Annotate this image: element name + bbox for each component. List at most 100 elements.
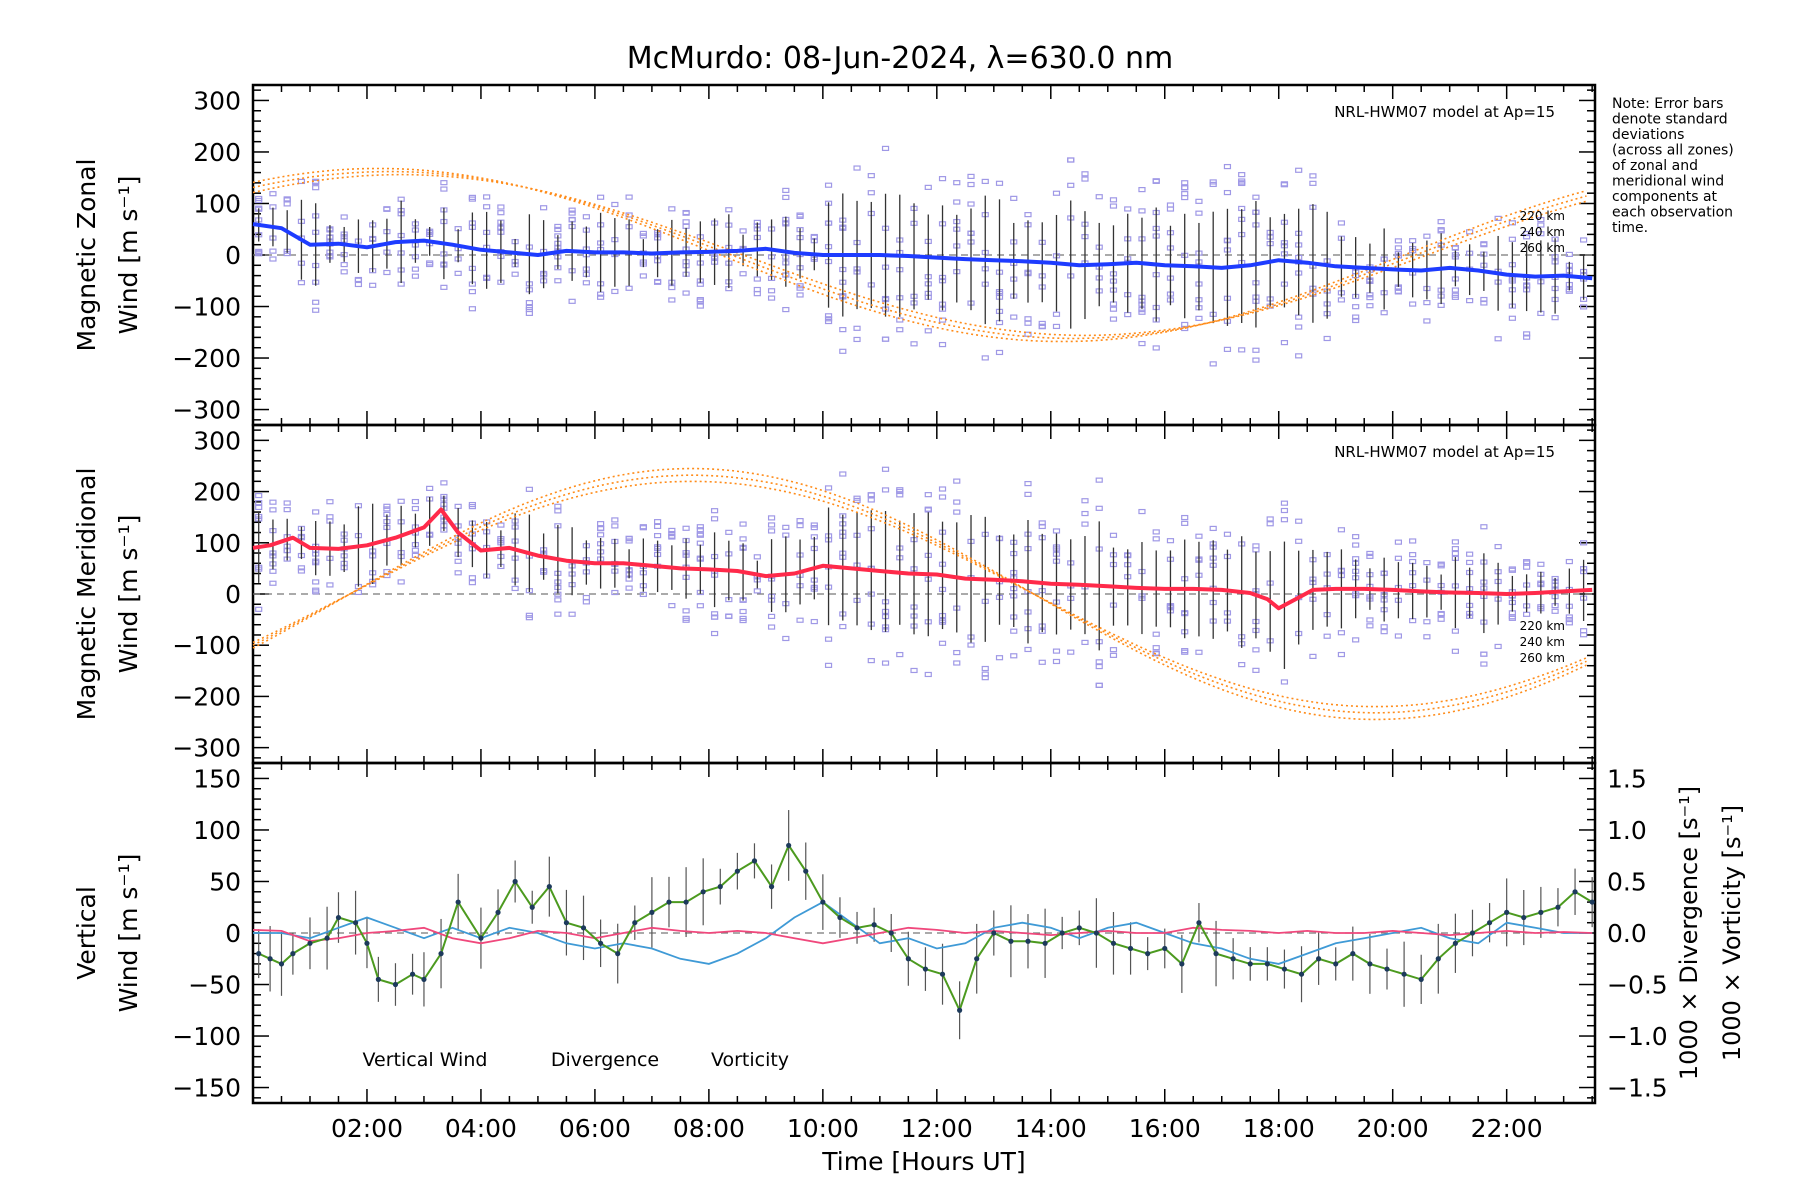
- zone-point: [1223, 531, 1232, 537]
- divergence-line: [253, 901, 1593, 965]
- zone-point: [411, 273, 420, 279]
- zone-point: [340, 261, 348, 268]
- zone-point: [668, 530, 676, 537]
- zone-point: [682, 617, 690, 623]
- vertical-wind-point: [991, 930, 997, 936]
- vertical-wind-point: [1110, 940, 1117, 946]
- zone-point: [1508, 567, 1516, 573]
- zone-point: [1238, 172, 1246, 178]
- zone-point: [1323, 335, 1331, 342]
- zone-point: [782, 524, 790, 530]
- zone-point: [568, 207, 576, 213]
- panel-zonal: 300 200 100 0 −100 −200 −300 Magnetic Zonal Wind…: [72, 83, 1597, 427]
- y-tick-label: 50: [209, 867, 241, 896]
- zone-point: [682, 608, 690, 614]
- zone-point: [1451, 244, 1459, 251]
- zone-point: [340, 214, 348, 220]
- zone-point: [853, 325, 861, 331]
- zone-point: [810, 618, 818, 625]
- zone-point: [1366, 623, 1374, 629]
- zone-point: [967, 173, 975, 179]
- zone-point: [867, 497, 875, 503]
- zone-point: [938, 341, 947, 348]
- x-tick-label: 22:00: [1471, 1114, 1543, 1143]
- vertical-wind-point: [700, 889, 706, 895]
- vertical-wind-point: [905, 956, 911, 962]
- model-alt-label: 220 km: [1520, 619, 1565, 633]
- zone-point: [1337, 527, 1346, 533]
- zone-point: [1238, 347, 1246, 353]
- vertical-wind-point: [1264, 961, 1270, 967]
- zone-point: [1166, 202, 1175, 208]
- vertical-wind-point: [512, 878, 518, 885]
- x-tick-label: 12:00: [901, 1114, 973, 1143]
- zone-point: [511, 585, 519, 592]
- y-axis-label: Wind [m s⁻¹]: [114, 176, 143, 335]
- note-line: components at: [1612, 189, 1718, 205]
- vertical-wind-point: [922, 966, 929, 972]
- zone-point: [924, 671, 932, 678]
- zone-point: [511, 271, 519, 277]
- zone-point: [682, 219, 690, 225]
- zone-point: [554, 597, 562, 603]
- zone-point: [440, 186, 448, 192]
- zone-point: [1451, 648, 1459, 654]
- zone-point: [269, 256, 277, 262]
- panel-vertical: 150 100 50 0 −50 −100 −150 Vertical Wind [m s⁻¹]…: [72, 761, 1746, 1176]
- zone-point: [1152, 536, 1160, 542]
- zone-point: [312, 299, 320, 305]
- y-axis-label: Magnetic Zonal: [72, 159, 101, 352]
- vertical-wind-point: [1504, 909, 1510, 915]
- zone-point: [1152, 631, 1160, 637]
- zone-point: [1523, 611, 1531, 617]
- vertical-wind-point: [615, 951, 621, 957]
- zone-point: [710, 508, 719, 514]
- zone-point: [824, 662, 833, 668]
- zone-point: [839, 623, 847, 630]
- zone-point: [1152, 529, 1160, 535]
- zone-point: [1181, 321, 1189, 328]
- zone-point: [1095, 682, 1103, 689]
- zone-point: [739, 536, 747, 542]
- zone-point: [653, 532, 662, 539]
- vertical-wind-point: [324, 935, 330, 941]
- zone-point: [1394, 238, 1403, 244]
- zone-point: [1181, 180, 1189, 186]
- zone-point: [1337, 651, 1346, 658]
- y-tick-label: 300: [193, 426, 241, 455]
- vertical-wind-point: [1350, 951, 1356, 957]
- zone-point: [440, 480, 448, 486]
- zone-point: [1537, 561, 1545, 567]
- zone-point: [767, 528, 776, 534]
- zone-point: [354, 281, 363, 288]
- zone-point: [525, 300, 533, 306]
- zone-point: [1152, 178, 1160, 184]
- y-tick-label: 300: [193, 86, 241, 115]
- zone-point: [1138, 309, 1146, 315]
- zone-point: [1423, 233, 1431, 239]
- zone-point: [910, 667, 918, 674]
- zone-point: [1337, 297, 1346, 303]
- zone-point: [1309, 180, 1317, 186]
- zone-point: [269, 499, 277, 505]
- zone-point: [1238, 662, 1246, 668]
- zone-point: [710, 630, 719, 637]
- y-axis-label: Wind [m s⁻¹]: [114, 854, 143, 1013]
- zone-point: [1423, 560, 1431, 566]
- y2-tick-label: 1.5: [1607, 764, 1647, 793]
- zone-point: [554, 503, 562, 509]
- zone-point: [611, 288, 619, 295]
- zone-point: [1252, 647, 1260, 653]
- vertical-wind-point: [375, 976, 381, 982]
- vertical-wind-point: [1316, 956, 1322, 962]
- zone-point: [1181, 648, 1189, 654]
- zone-point: [297, 568, 306, 574]
- zone-point: [483, 194, 491, 200]
- zone-point: [682, 290, 690, 296]
- zone-point: [426, 261, 434, 268]
- zone-point: [255, 492, 263, 499]
- zone-point: [1551, 315, 1559, 321]
- zone-point: [440, 180, 448, 186]
- zone-point: [1081, 510, 1089, 517]
